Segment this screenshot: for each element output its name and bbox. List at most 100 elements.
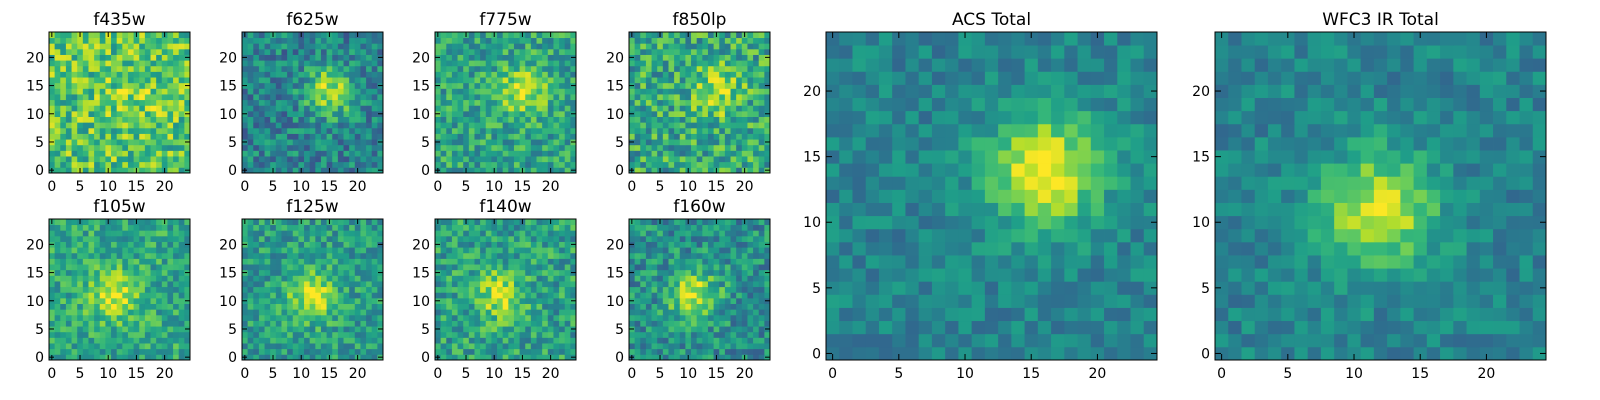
- heatmap-cell: [116, 82, 123, 89]
- heatmap-cell: [707, 161, 714, 168]
- heatmap-cell: [451, 314, 458, 321]
- heatmap-cell: [60, 297, 67, 304]
- heatmap-cell: [94, 122, 101, 129]
- heatmap-cell: [173, 48, 180, 55]
- heatmap-cell: [343, 48, 350, 55]
- heatmap-cell: [536, 71, 543, 78]
- heatmap-cell: [320, 331, 327, 338]
- heatmap-cell: [122, 65, 129, 72]
- heatmap-cell: [258, 94, 265, 101]
- heatmap-cell: [657, 286, 664, 293]
- heatmap-cell: [315, 252, 322, 259]
- heatmap-cell: [502, 77, 509, 84]
- heatmap-cell: [542, 337, 549, 344]
- heatmap-cell: [457, 235, 464, 242]
- heatmap-cell: [463, 139, 470, 146]
- heatmap-cell: [49, 224, 56, 231]
- heatmap-cell: [99, 303, 106, 310]
- heatmap-cell: [281, 127, 288, 134]
- heatmap-cell: [446, 230, 453, 237]
- heatmap-cell: [315, 43, 322, 50]
- heatmap-cell: [377, 224, 384, 231]
- heatmap-cell: [519, 269, 526, 276]
- heatmap-cell: [156, 230, 163, 237]
- heatmap-cell: [513, 348, 520, 355]
- heatmap-cell: [247, 247, 254, 254]
- heatmap-cell: [253, 331, 260, 338]
- heatmap-cell: [349, 303, 356, 310]
- heatmap-cell: [651, 331, 658, 338]
- heatmap-cell: [178, 354, 185, 361]
- heatmap-cell: [349, 71, 356, 78]
- heatmap-cell: [451, 150, 458, 157]
- heatmap-cell: [536, 65, 543, 72]
- heatmap-cell: [719, 122, 726, 129]
- heatmap-cell: [377, 37, 384, 44]
- heatmap-cell: [60, 37, 67, 44]
- heatmap-cell: [247, 326, 254, 333]
- y-tick-label: 15: [26, 266, 44, 282]
- heatmap-cell: [525, 252, 532, 259]
- heatmap-cell: [354, 71, 361, 78]
- heatmap-cell: [349, 286, 356, 293]
- heatmap-cell: [468, 54, 475, 61]
- heatmap-cell: [547, 161, 554, 168]
- heatmap-cell: [513, 139, 520, 146]
- heatmap-cell: [122, 303, 129, 310]
- heatmap-cell: [536, 60, 543, 67]
- heatmap-cell: [320, 320, 327, 327]
- heatmap-cell: [657, 65, 664, 72]
- heatmap-cell: [156, 275, 163, 282]
- heatmap-cell: [451, 82, 458, 89]
- heatmap-cell: [60, 43, 67, 50]
- heatmap-cell: [88, 99, 95, 106]
- heatmap-cell: [326, 297, 333, 304]
- y-tick-label: 5: [421, 135, 430, 151]
- heatmap-cell: [491, 71, 498, 78]
- heatmap-cell: [247, 60, 254, 67]
- heatmap-cell: [634, 354, 641, 361]
- heatmap-cell: [326, 54, 333, 61]
- heatmap-cell: [349, 122, 356, 129]
- heatmap-cell: [724, 110, 731, 117]
- heatmap-cell: [127, 297, 134, 304]
- heatmap-cell: [502, 37, 509, 44]
- heatmap-cell: [178, 292, 185, 299]
- heatmap-cell: [161, 48, 168, 55]
- heatmap-cell: [270, 133, 277, 140]
- heatmap-cell: [547, 297, 554, 304]
- heatmap-cell: [77, 331, 84, 338]
- heatmap-cell: [553, 122, 560, 129]
- heatmap-cell: [542, 314, 549, 321]
- heatmap-cell: [679, 286, 686, 293]
- heatmap-cell: [502, 235, 509, 242]
- heatmap-cell: [640, 37, 647, 44]
- heatmap-cell: [485, 314, 492, 321]
- heatmap-cell: [474, 258, 481, 265]
- heatmap-cell: [764, 60, 771, 67]
- heatmap-cell: [629, 37, 636, 44]
- heatmap-cell: [49, 156, 56, 163]
- heatmap-cell: [724, 150, 731, 157]
- heatmap-cell: [651, 297, 658, 304]
- heatmap-cell: [508, 116, 515, 123]
- x-tick-label: 15: [514, 179, 532, 195]
- heatmap-cell: [564, 309, 571, 316]
- heatmap-cell: [485, 54, 492, 61]
- heatmap-cell: [326, 82, 333, 89]
- heatmap-cell: [281, 264, 288, 271]
- heatmap-cell: [463, 297, 470, 304]
- heatmap-cell: [133, 150, 140, 157]
- heatmap-cell: [127, 161, 134, 168]
- heatmap-cell: [502, 161, 509, 168]
- heatmap-cell: [315, 94, 322, 101]
- heatmap-cell: [292, 281, 299, 288]
- heatmap-cell: [360, 264, 367, 271]
- heatmap-cell: [247, 94, 254, 101]
- heatmap-cell: [167, 235, 174, 242]
- heatmap-cell: [679, 320, 686, 327]
- heatmap-cell: [144, 150, 151, 157]
- heatmap-cell: [747, 348, 754, 355]
- heatmap-cell: [173, 122, 180, 129]
- heatmap-cell: [105, 116, 112, 123]
